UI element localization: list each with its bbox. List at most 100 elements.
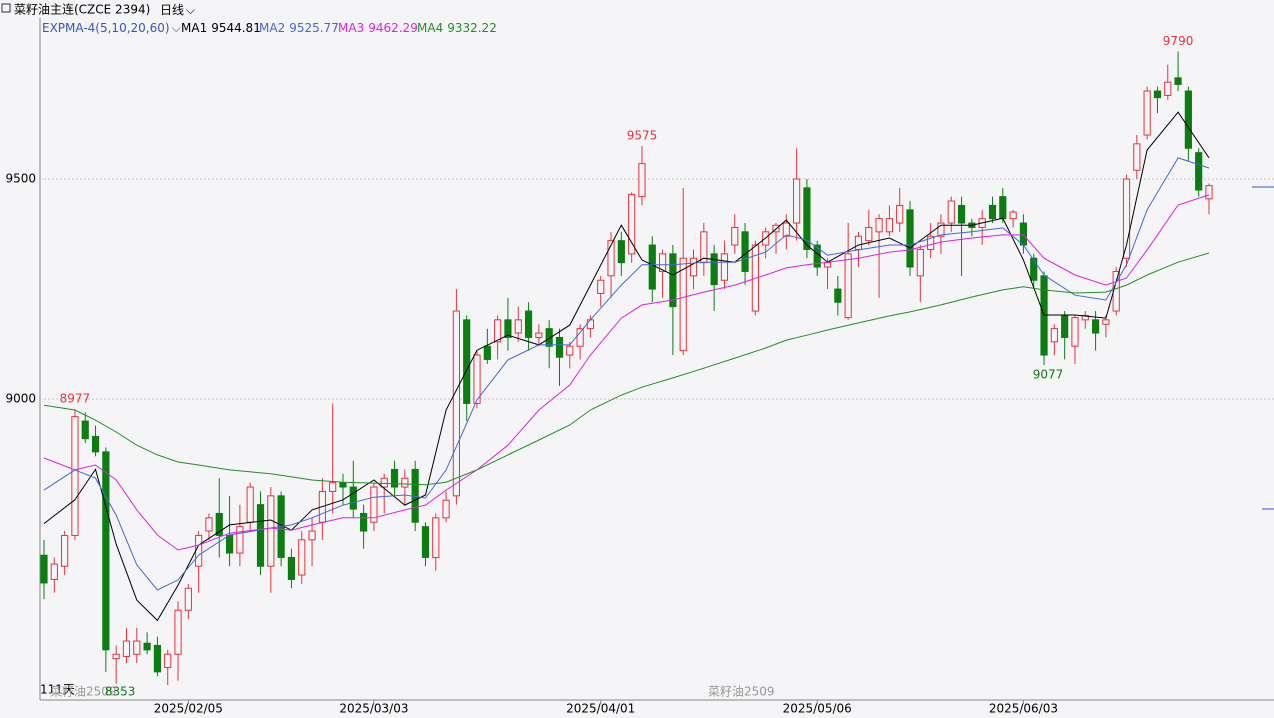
candle-body [1143, 90, 1151, 136]
dropdown-arrow[interactable]: ⌵ [172, 21, 181, 35]
candle-body [535, 332, 543, 338]
ma-line [43, 157, 1210, 591]
candle-body [308, 530, 316, 541]
candle-body [927, 235, 935, 250]
candle-body [793, 178, 801, 224]
candle-body [1205, 185, 1213, 200]
candle-body [823, 262, 832, 268]
legend-value: 9544.81 [211, 21, 261, 35]
candle-body [360, 512, 368, 532]
candle-body [1030, 257, 1038, 281]
legend-name: MA3 [338, 21, 364, 35]
legend-value: 9332.22 [447, 21, 497, 35]
candle-body [1122, 178, 1131, 259]
candle-body [349, 486, 357, 510]
candle-body [236, 526, 244, 554]
candle-body [267, 495, 275, 567]
candle-body [494, 319, 502, 343]
candle-body [844, 253, 852, 319]
candle-body [225, 534, 234, 554]
candle-body [184, 587, 192, 611]
candle-body [432, 517, 440, 558]
contract-label: 菜籽油2509 [708, 685, 775, 699]
x-tick-label: 2025/02/05 [154, 702, 223, 716]
y-tick-label: 9000 [5, 392, 36, 406]
candle-body [1133, 143, 1141, 171]
candle-body [885, 218, 893, 233]
chart-title: 菜籽油主连(CZCE 2394) [14, 2, 150, 17]
candle-body [122, 640, 131, 657]
candle-body [896, 204, 904, 224]
candle-body [1102, 319, 1110, 325]
candle-body [452, 310, 460, 497]
candle-body [834, 288, 842, 303]
candle-body [586, 319, 595, 330]
period-label[interactable]: 日线 [160, 3, 184, 17]
candle-body [545, 328, 553, 347]
indicator-label[interactable]: EXPMA-4(5,10,20,60) [42, 21, 170, 35]
candle-body [40, 554, 48, 584]
candle-body [1092, 319, 1100, 334]
candle-body [782, 222, 790, 237]
candle-body [421, 526, 430, 558]
candle-body [566, 345, 574, 356]
candle-body [380, 477, 388, 488]
candle-body [370, 486, 378, 523]
candle-body [1174, 77, 1182, 85]
candle-body [999, 196, 1007, 220]
candle-body [473, 354, 481, 404]
candle-body [576, 328, 584, 347]
candle-body [339, 482, 347, 488]
legend-name: MA4 [417, 21, 443, 35]
candle-body [246, 486, 254, 523]
candle-body [710, 253, 718, 286]
x-tick-label: 2025/06/03 [989, 702, 1058, 716]
candle-body [1195, 152, 1203, 191]
candle-body [1019, 222, 1028, 246]
day-count: 111天 [40, 683, 75, 697]
candle-body [195, 534, 203, 567]
window-icon[interactable] [1, 3, 11, 13]
high-label: 9575 [627, 129, 658, 143]
candle-body [164, 653, 172, 668]
candle-body [153, 644, 162, 673]
candle-body [174, 609, 182, 655]
candle-body [143, 642, 151, 651]
candle-body [91, 435, 100, 453]
legend-name: MA2 [259, 21, 285, 35]
candle-body [947, 200, 955, 224]
legend-value: 9462.29 [368, 21, 418, 35]
candle-body [803, 187, 811, 250]
low-label: 8353 [105, 685, 136, 699]
ma-line [43, 111, 1210, 622]
y-tick-label: 9500 [5, 172, 36, 186]
ma-line [43, 194, 1210, 551]
indicator-selector[interactable]: EXPMA-4(5,10,20,60) ⌵ [42, 21, 181, 35]
x-tick-label: 2025/03/03 [339, 702, 408, 716]
candle-body [524, 310, 533, 338]
candle-body [669, 253, 677, 308]
candle-body [514, 319, 522, 334]
candle-body [71, 416, 79, 536]
candle-body [1184, 90, 1192, 149]
candle-body [648, 244, 656, 290]
candle-body [1081, 314, 1089, 321]
candle-body [741, 231, 749, 272]
candle-body [854, 235, 863, 250]
candle-body [916, 248, 924, 277]
candle-body [658, 253, 667, 272]
x-tick-label: 2025/04/01 [566, 702, 635, 716]
candle-body [483, 345, 491, 360]
candle-body [731, 226, 739, 246]
period-selector[interactable]: 日线 ⌵ [160, 3, 195, 17]
candle-body [1009, 211, 1017, 220]
candle-body [390, 468, 399, 488]
dropdown-arrow[interactable]: ⌵ [186, 3, 195, 17]
candle-body [112, 653, 120, 660]
candle-body [638, 163, 646, 198]
candle-body [597, 279, 605, 294]
candle-body [205, 517, 213, 532]
legend-name: MA1 [181, 21, 207, 35]
